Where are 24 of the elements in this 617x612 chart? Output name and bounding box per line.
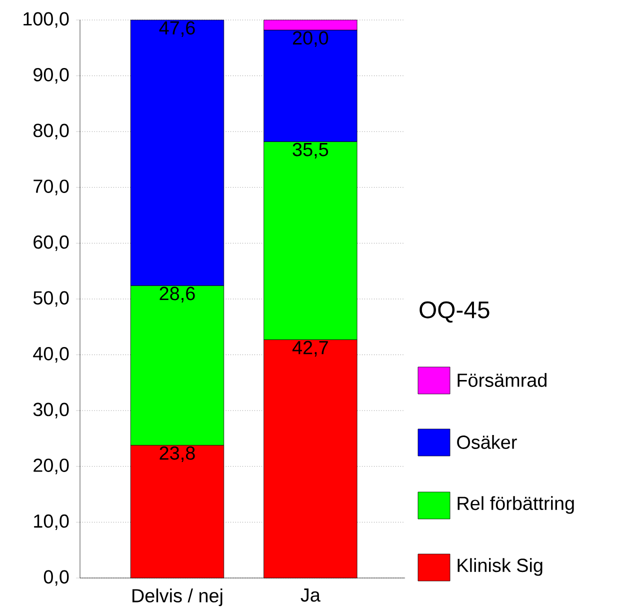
y-tick-label: 100,0	[24, 12, 69, 28]
y-tick-label: 50,0	[33, 290, 69, 307]
y-tick-label: 0,0	[44, 570, 69, 586]
y-tick-label: 20,0	[34, 458, 69, 474]
y-tick-label: 30,0	[33, 402, 69, 418]
data-label: 28,6	[160, 286, 195, 302]
legend-label: Försämrad	[458, 372, 546, 387]
data-label: 23,8	[160, 446, 195, 462]
x-tick-label: Delvis / nej	[132, 588, 222, 606]
data-label: 20,0	[292, 31, 328, 47]
y-tick-label: 90,0	[34, 68, 69, 84]
data-label: 47,6	[159, 20, 195, 37]
legend-label: Klinisk Sig	[458, 558, 542, 576]
y-tick-label: 60,0	[34, 235, 69, 251]
y-tick-label: 40,0	[33, 346, 69, 362]
legend-label: Rel förbättring	[458, 496, 574, 514]
legend-title: OQ-45	[420, 301, 490, 322]
y-tick-label: 10,0	[34, 514, 69, 530]
legend-label: Osäker	[457, 434, 517, 449]
y-tick-label: 70,0	[34, 179, 69, 195]
x-tick-label: Ja	[300, 588, 320, 602]
data-label: 42,7	[292, 340, 328, 356]
y-tick-label: 80,0	[33, 124, 69, 140]
data-label: 35,5	[292, 142, 328, 158]
